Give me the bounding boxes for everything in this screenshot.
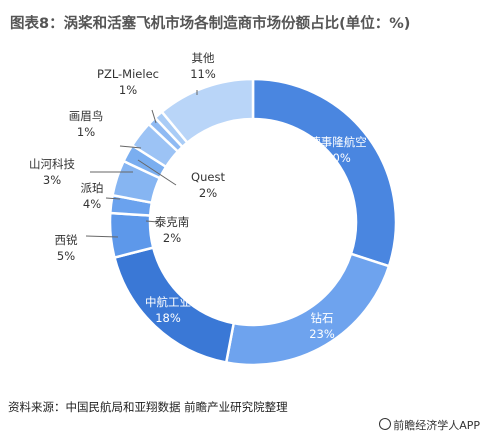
- slice-label-value: 2%: [199, 186, 217, 200]
- slice-label-value: 4%: [83, 197, 101, 211]
- slice-label-name: 西锐: [55, 233, 78, 247]
- slice-label-name: 钻石: [311, 311, 334, 325]
- slice-label-name: Quest: [191, 170, 225, 184]
- slice-label-value: 1%: [119, 83, 137, 97]
- brand-logo-icon: [379, 418, 392, 430]
- leader-line: [105, 197, 121, 200]
- slice-label-value: 23%: [309, 327, 335, 341]
- slice-label-name: 山河科技: [29, 157, 75, 171]
- leader-line: [119, 145, 142, 149]
- chart-title: 图表8：涡桨和活塞飞机市场各制造商市场份额占比(单位：%): [10, 16, 411, 32]
- footer-text: 前瞻经济学人APP: [393, 419, 480, 432]
- slice-label-name: 泰克南: [155, 215, 190, 229]
- slice-钻石: [224, 252, 391, 367]
- slice-德事隆航空: [251, 77, 398, 268]
- slice-label-name: 派珀: [81, 181, 104, 195]
- slice-label-name: 其他: [192, 51, 215, 65]
- slice-label-name: 画眉鸟: [69, 109, 104, 123]
- slice-label-value: 30%: [325, 151, 351, 165]
- slice-label-name: PZL-Mielec: [97, 67, 159, 81]
- slice-label-value: 11%: [190, 67, 216, 81]
- footer-brand: 前瞻经济学人APP: [379, 417, 480, 433]
- slice-label-name: 德事隆航空: [309, 135, 367, 149]
- slice-label-value: 5%: [57, 249, 75, 263]
- slice-label-value: 3%: [43, 173, 61, 187]
- slice-label-name: 中航工业: [145, 295, 191, 309]
- leader-line: [151, 109, 157, 124]
- slice-label-value: 18%: [155, 311, 181, 325]
- leader-line: [85, 235, 119, 238]
- source-note: 资料来源：中国民航局和亚翔数据 前瞻产业研究院整理: [8, 400, 288, 414]
- leader-line: [145, 220, 159, 223]
- slice-label-value: 1%: [77, 125, 95, 139]
- leader-line: [137, 159, 177, 186]
- slice-其他: [160, 77, 255, 145]
- slice-label-value: 2%: [163, 231, 181, 245]
